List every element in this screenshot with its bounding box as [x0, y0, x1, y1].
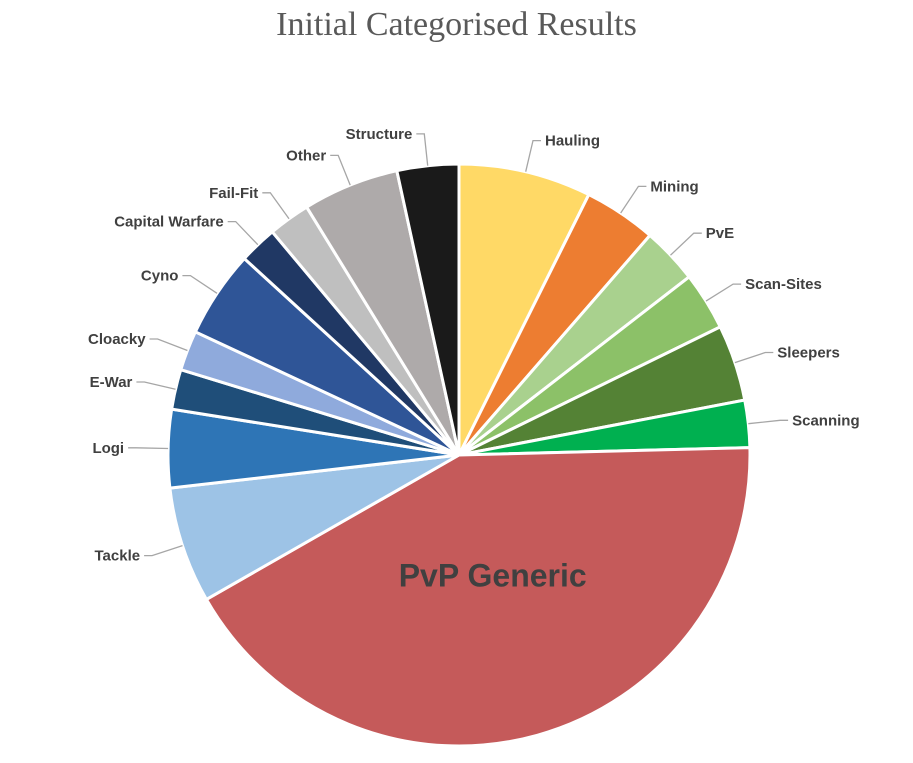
slice-label-capital-warfare: Capital Warfare: [114, 214, 223, 231]
slice-label-cyno: Cyno: [141, 268, 179, 285]
slice-label-structure: Structure: [346, 126, 413, 143]
slice-label-logi: Logi: [92, 440, 124, 457]
slice-label-mining: Mining: [650, 178, 698, 195]
leader-line-pve: [670, 232, 702, 256]
pie-slices: [166, 162, 752, 748]
leader-line-logi: [128, 447, 169, 450]
slice-label-fail-fit: Fail-Fit: [209, 185, 258, 202]
pie-slice-structure: [395, 162, 461, 456]
leader-line-cloacky: [149, 338, 188, 352]
slice-label-scan-sites: Scan-Sites: [745, 276, 822, 293]
leader-line-capital-warfare: [227, 220, 259, 246]
leader-line-other: [330, 154, 351, 186]
leader-line-sleepers: [734, 351, 774, 364]
slice-label-cloacky: Cloacky: [88, 331, 146, 348]
leader-line-tackle: [144, 544, 183, 557]
leader-lines: [128, 133, 789, 557]
slice-label-e-war: E-War: [90, 374, 133, 391]
leader-line-fail-fit: [262, 192, 290, 220]
slice-label-sleepers: Sleepers: [777, 345, 840, 362]
slice-label-pve: PvE: [706, 225, 734, 242]
slice-label-pvp-generic: PvP Generic: [399, 558, 587, 594]
pie-slice-tackle: [168, 453, 460, 602]
slice-labels: Hauling Mining PvE Scan-Sites Sleepers Scanni…: [88, 126, 860, 594]
leader-line-scan-sites: [705, 283, 742, 302]
chart-title: Initial Categorised Results: [276, 6, 637, 43]
leader-line-mining: [620, 185, 647, 214]
leader-line-cyno: [182, 274, 218, 294]
slice-label-tackle: Tackle: [95, 548, 141, 565]
pie-slice-hauling: [457, 162, 591, 456]
leader-line-scanning: [748, 419, 789, 425]
slice-label-scanning: Scanning: [792, 412, 860, 429]
slice-label-other: Other: [286, 147, 326, 164]
leader-line-hauling: [525, 139, 541, 172]
leader-line-e-war: [136, 381, 176, 390]
leader-line-structure: [416, 133, 429, 166]
slice-label-hauling: Hauling: [545, 133, 600, 150]
